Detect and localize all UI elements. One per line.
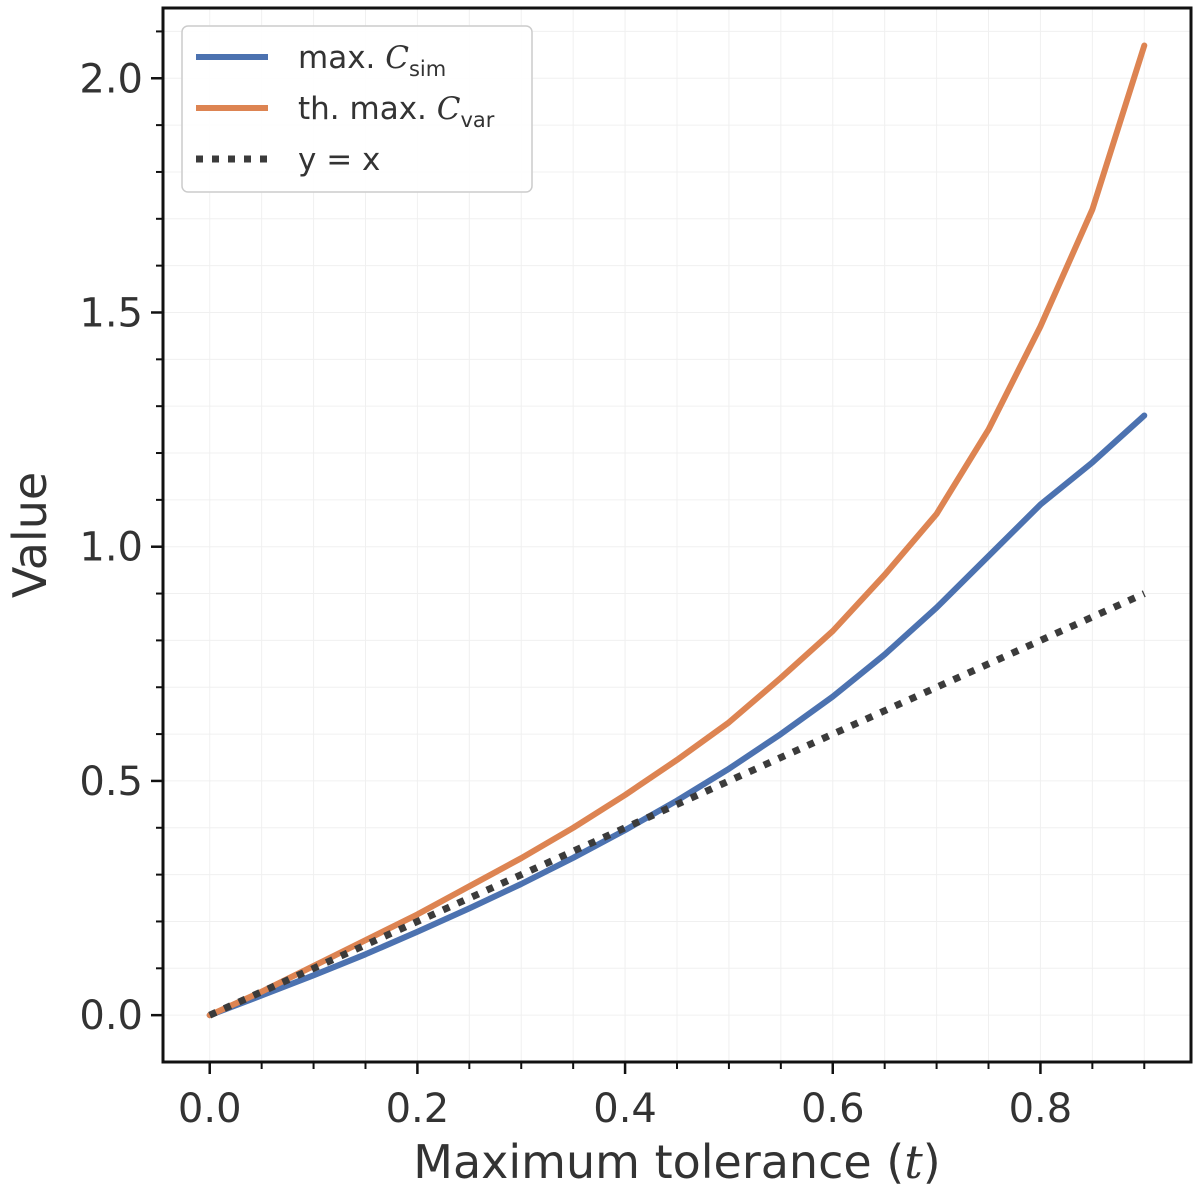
x-tick-label: 0.8: [1009, 1086, 1073, 1132]
axis-labels: Maximum tolerance (t) Value: [3, 472, 941, 1189]
legend-label-text: y = x: [298, 142, 380, 178]
ticks: 0.0 0.2 0.4 0.6 0.8 0.0 0.5 1.0 1.5 2.0: [79, 30, 1146, 1132]
x-axis-label-suffix: ): [923, 1135, 941, 1189]
x-tick-label: 0.6: [801, 1086, 865, 1132]
legend-label-0: max. Csim: [298, 40, 446, 81]
y-axis-label: Value: [3, 472, 57, 598]
legend-box: [181, 25, 533, 193]
x-axis-label: Maximum tolerance (t): [413, 1135, 940, 1189]
legend-label-symbol: C: [437, 91, 461, 127]
y-tick-label: 1.0: [79, 525, 143, 571]
x-axis-label-prefix: Maximum tolerance (: [413, 1135, 904, 1189]
legend-label-symbol: C: [385, 40, 409, 76]
series-line-2: [208, 590, 1146, 1019]
y-tick-label: 0.0: [79, 993, 143, 1039]
legend-label-text: th. max.: [298, 91, 437, 127]
legend-label-2: y = x: [298, 142, 380, 178]
legend-label-1: th. max. Cvar: [298, 91, 495, 132]
y-tick-label: 2.0: [79, 56, 143, 102]
legend-label-text: max.: [298, 40, 385, 76]
series-layer: [206, 42, 1148, 1019]
x-tick-label: 0.2: [386, 1086, 450, 1132]
x-tick-label: 0.4: [593, 1086, 657, 1132]
y-tick-label: 0.5: [79, 759, 143, 805]
legend-label-subscript: var: [461, 108, 495, 132]
legend-label-subscript: sim: [409, 57, 446, 81]
x-tick-label: 0.0: [178, 1086, 242, 1132]
series-line-1: [206, 42, 1148, 1019]
x-axis-label-variable: t: [904, 1135, 923, 1189]
y-tick-label: 1.5: [79, 290, 143, 336]
legend: max. Csim th. max. Cvar y = x: [181, 25, 533, 193]
